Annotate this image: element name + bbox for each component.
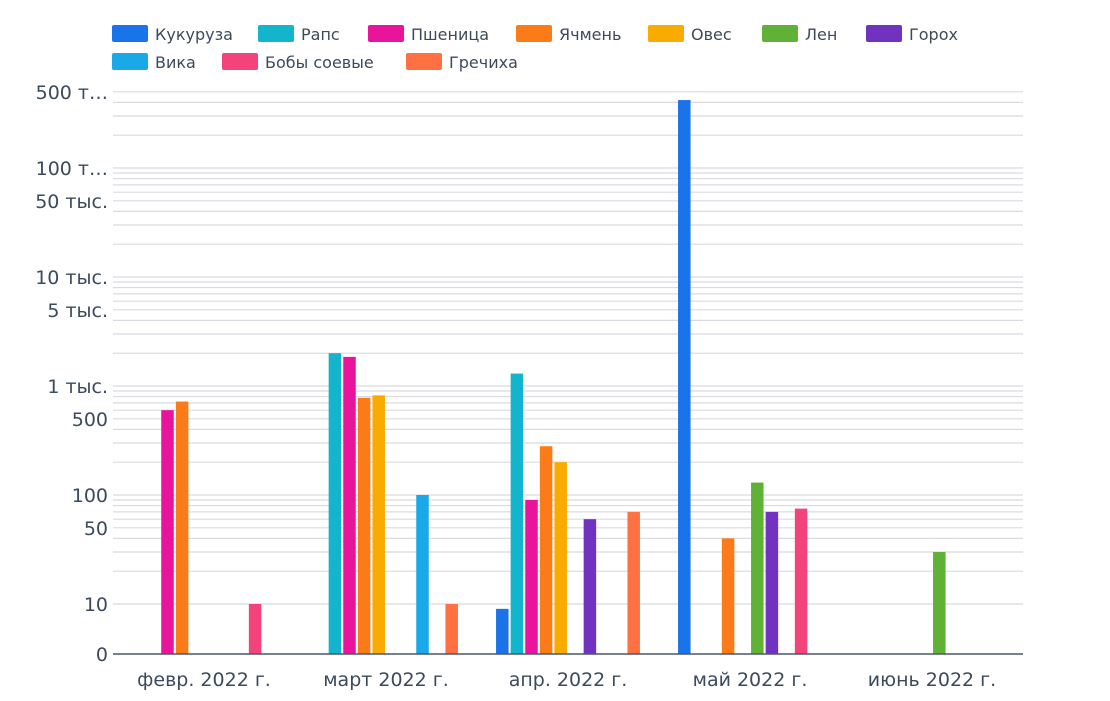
y-tick-label: 100 т… [36,158,108,180]
legend-label: Кукуруза [155,25,233,44]
legend-swatch [762,25,798,42]
bar-Лен[interactable] [933,551,946,654]
x-axis-labels: февр. 2022 г. март 2022 г. апр. 2022 г. май… [137,669,996,691]
y-tick-label: 0 [96,644,108,666]
bar-Кукуруза[interactable] [678,100,691,655]
legend-label: Овес [691,25,732,44]
y-tick-label: 10 тыс. [35,267,108,289]
bar-Вика[interactable] [416,495,429,654]
legend-item-Овес[interactable]: Овес [648,25,732,44]
legend-item-Вика[interactable]: Вика [112,53,196,72]
legend-item-Бобы соевые[interactable]: Бобы соевые [222,53,374,72]
y-tick-label: 50 тыс. [35,191,108,213]
legend-item-Ячмень[interactable]: Ячмень [516,25,621,44]
bar-Рапс[interactable] [328,353,342,654]
legend-swatch [516,25,552,42]
y-tick-label: 500 [72,409,108,431]
legend-swatch [222,53,258,70]
legend-label: Рапс [301,25,340,44]
x-category-label: июнь 2022 г. [868,669,996,691]
legend-label: Лен [805,25,837,44]
y-axis-ticks: 0 10 50 100 500 1 тыс. 5 тыс. 10 тыс. 50 тыс. 100… [35,82,108,666]
bar-Ячмень[interactable] [539,446,553,654]
y-tick-label: 50 [84,518,108,540]
legend-swatch [112,53,148,70]
bar-Горох[interactable] [765,511,779,654]
legend-swatch [406,53,442,70]
legend-label: Вика [155,53,196,72]
bar-Горох[interactable] [583,519,597,654]
y-tick-label: 100 [72,485,108,507]
legend-item-Пшеница[interactable]: Пшеница [368,25,489,44]
legend-item-Кукуруза[interactable]: Кукуруза [112,25,233,44]
x-category-label: март 2022 г. [323,669,449,691]
x-category-label: февр. 2022 г. [137,669,271,691]
bar-Ячмень[interactable] [721,538,735,654]
bar-Ячмень[interactable] [357,397,371,654]
bar-Пшеница[interactable] [161,410,174,654]
legend-swatch [258,25,294,42]
legend-swatch [368,25,404,42]
bar-Овес[interactable] [554,462,567,654]
legend-swatch [648,25,684,42]
bar-Лен[interactable] [751,482,764,654]
legend-swatch [866,25,902,42]
x-category-label: май 2022 г. [693,669,808,691]
bar-Ячмень[interactable] [175,401,189,654]
y-tick-label: 1 тыс. [47,376,108,398]
bar-Бобы соевые[interactable] [794,508,808,654]
bar-Пшеница[interactable] [343,356,356,654]
legend-item-Лен[interactable]: Лен [762,25,837,44]
bar-Рапс[interactable] [510,373,524,654]
x-category-label: апр. 2022 г. [509,669,628,691]
bar-Бобы соевые[interactable] [248,604,262,654]
chart-bars [161,100,946,655]
bar-Гречиха[interactable] [627,511,640,654]
legend-label: Пшеница [411,25,489,44]
legend-label: Бобы соевые [265,53,374,72]
bar-Гречиха[interactable] [445,604,458,654]
bar-Пшеница[interactable] [525,499,538,654]
chart-legend: Кукуруза Рапс Пшеница Ячмень Овес Лен Горох Вик… [112,25,958,72]
y-tick-label: 5 тыс. [47,300,108,322]
legend-label: Гречиха [449,53,518,72]
legend-item-Гречиха[interactable]: Гречиха [406,53,518,72]
bar-Овес[interactable] [372,395,385,654]
legend-label: Горох [909,25,958,44]
legend-label: Ячмень [559,25,621,44]
legend-item-Горох[interactable]: Горох [866,25,958,44]
y-tick-label: 10 [84,594,108,616]
legend-item-Рапс[interactable]: Рапс [258,25,340,44]
y-tick-label: 500 т… [36,82,108,104]
chart-gridlines [113,91,1023,605]
bar-Кукуруза[interactable] [496,608,509,654]
legend-swatch [112,25,148,42]
